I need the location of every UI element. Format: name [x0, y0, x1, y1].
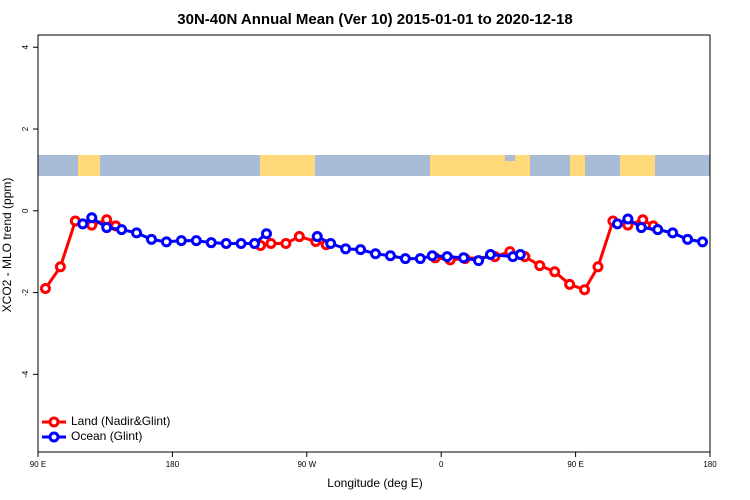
point: [414, 253, 426, 265]
point: [280, 238, 292, 249]
point: [484, 249, 496, 261]
point: [458, 252, 470, 264]
point: [549, 266, 561, 278]
point: [190, 235, 202, 247]
y-tick-label: -4: [21, 370, 30, 378]
point: [652, 224, 664, 236]
point: [311, 231, 323, 243]
y-tick-label: 0: [21, 208, 30, 213]
point: [399, 253, 411, 265]
point: [340, 243, 352, 255]
point: [205, 237, 217, 249]
point: [355, 244, 367, 256]
point: [265, 238, 277, 249]
point: [235, 238, 247, 249]
point: [39, 282, 51, 294]
y-axis-label: XCO2 - MLO trend (ppm): [0, 178, 14, 313]
x-axis-label: Longitude (deg E): [327, 476, 422, 490]
point: [101, 222, 113, 234]
point: [426, 250, 438, 262]
legend-label: Ocean (Glint): [71, 429, 142, 443]
map-strip: [38, 155, 710, 176]
point: [369, 248, 381, 260]
point: [592, 261, 604, 273]
point: [697, 236, 709, 248]
point: [260, 228, 272, 240]
chart-title: 30N-40N Annual Mean (Ver 10) 2015-01-01 …: [177, 11, 572, 28]
point: [220, 238, 232, 249]
point: [564, 278, 576, 290]
point: [77, 218, 89, 230]
point: [293, 231, 305, 243]
point: [579, 284, 591, 296]
point: [611, 218, 623, 230]
x-tick-label: 0: [439, 460, 444, 469]
y-tick-label: 4: [21, 44, 30, 49]
y-tick-label: -2: [21, 288, 30, 296]
x-tick-label: 90 E: [567, 460, 583, 469]
point: [175, 235, 187, 247]
legend-marker: [48, 431, 60, 443]
point: [145, 233, 157, 245]
point: [667, 227, 679, 239]
point: [131, 227, 143, 239]
point: [86, 212, 98, 224]
x-tick-label: 90 E: [30, 460, 46, 469]
x-tick-label: 180: [703, 460, 717, 469]
point: [160, 236, 172, 248]
point: [325, 238, 337, 249]
point: [682, 233, 694, 245]
point: [384, 250, 396, 262]
point: [249, 238, 261, 249]
point: [622, 213, 634, 225]
point: [116, 224, 128, 236]
x-tick-label: 90 W: [297, 460, 316, 469]
point: [473, 255, 485, 267]
plot-frame: [37, 34, 711, 453]
y-tick-label: 2: [21, 126, 30, 131]
point: [534, 260, 546, 272]
point: [54, 261, 66, 273]
legend-marker: [48, 416, 60, 428]
x-tick-label: 180: [166, 460, 180, 469]
point: [635, 222, 647, 234]
point: [514, 249, 526, 261]
legend-label: Land (Nadir&Glint): [71, 414, 170, 428]
point: [441, 251, 453, 263]
